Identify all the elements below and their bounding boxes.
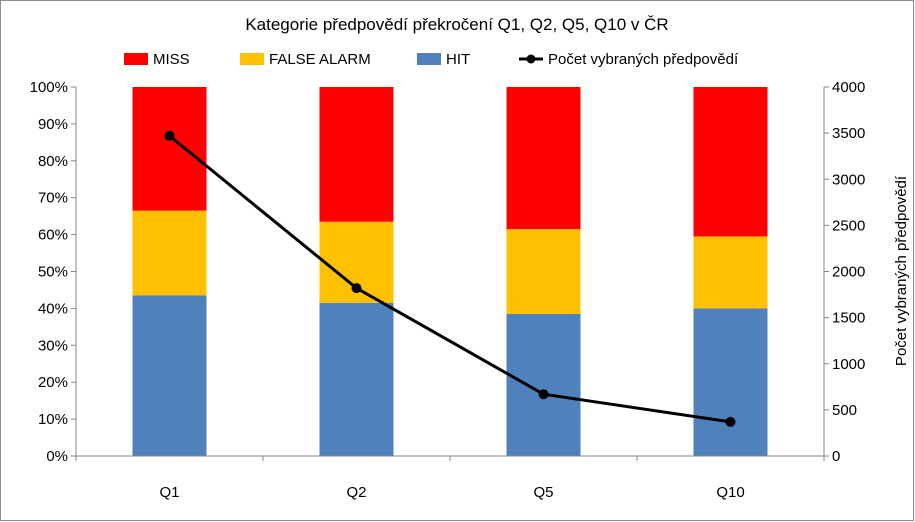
y2-tick-label: 4000	[832, 79, 865, 96]
y-tick-label: 60%	[38, 227, 68, 244]
chart-title: Kategorie předpovědí překročení Q1, Q2, …	[245, 15, 668, 34]
y2-tick-label: 2000	[832, 264, 865, 281]
legend-label: FALSE ALARM	[269, 51, 371, 68]
legend: MISS FALSE ALARM HIT Počet vybraných předpo…	[124, 51, 739, 68]
bar-hit-q1	[132, 295, 207, 456]
line-point-q2	[351, 283, 362, 294]
y2-tick-label: 500	[832, 402, 857, 419]
y2-tick-label: 3000	[832, 171, 865, 188]
bar-miss-q1	[132, 87, 207, 211]
y2-tick-label: 3500	[832, 125, 865, 142]
bar-false-alarm-q10	[693, 236, 768, 309]
bar-false-alarm-q1	[132, 210, 207, 296]
bar-hit-q10	[693, 308, 768, 456]
y-tick-label: 70%	[38, 190, 68, 207]
bar-hit-q2	[319, 302, 394, 456]
bar-miss-q2	[319, 87, 394, 222]
legend-swatch-hit	[417, 53, 441, 65]
bar-hit-q5	[506, 313, 581, 456]
line-point-q10	[725, 416, 736, 427]
x-tick-label: Q5	[533, 484, 553, 501]
y-tick-label: 100%	[30, 79, 68, 96]
line-path	[168, 134, 731, 424]
bar-miss-q10	[693, 87, 768, 237]
bar-false-alarm-q5	[506, 229, 581, 314]
legend-swatch-false-alarm	[240, 53, 264, 65]
y2-tick-label: 2500	[832, 217, 865, 234]
y-tick-label: 50%	[38, 264, 68, 281]
line-point-q5	[538, 389, 549, 400]
legend-label: MISS	[153, 51, 190, 68]
y-tick-label: 0%	[46, 448, 68, 465]
bars	[132, 87, 768, 456]
legend-label: Počet vybraných předpovědí	[548, 51, 739, 68]
line-series	[164, 130, 736, 427]
y-tick-label: 80%	[38, 153, 68, 170]
legend-swatch-miss	[124, 53, 148, 65]
y2-tick-label: 1000	[832, 356, 865, 373]
y2-tick-label: 0	[832, 448, 840, 465]
y-tick-label: 20%	[38, 374, 68, 391]
x-tick-label: Q2	[346, 484, 366, 501]
legend-label: HIT	[446, 51, 470, 68]
y-tick-label: 40%	[38, 300, 68, 317]
axes: 0% 10% 20% 30% 40% 50% 60% 70% 80% 90% 100% 0 500 100…	[30, 79, 866, 501]
x-tick-label: Q10	[716, 484, 744, 501]
x-tick-label: Q1	[159, 484, 179, 501]
legend-line-marker	[526, 54, 536, 64]
line-point-q1	[164, 130, 175, 141]
y-tick-label: 10%	[38, 411, 68, 428]
y-tick-label: 30%	[38, 337, 68, 354]
y2-axis-title: Počet vybraných předpovědí	[893, 175, 910, 366]
y2-tick-label: 1500	[832, 310, 865, 327]
y-tick-label: 90%	[38, 116, 68, 133]
bar-miss-q5	[506, 87, 581, 230]
